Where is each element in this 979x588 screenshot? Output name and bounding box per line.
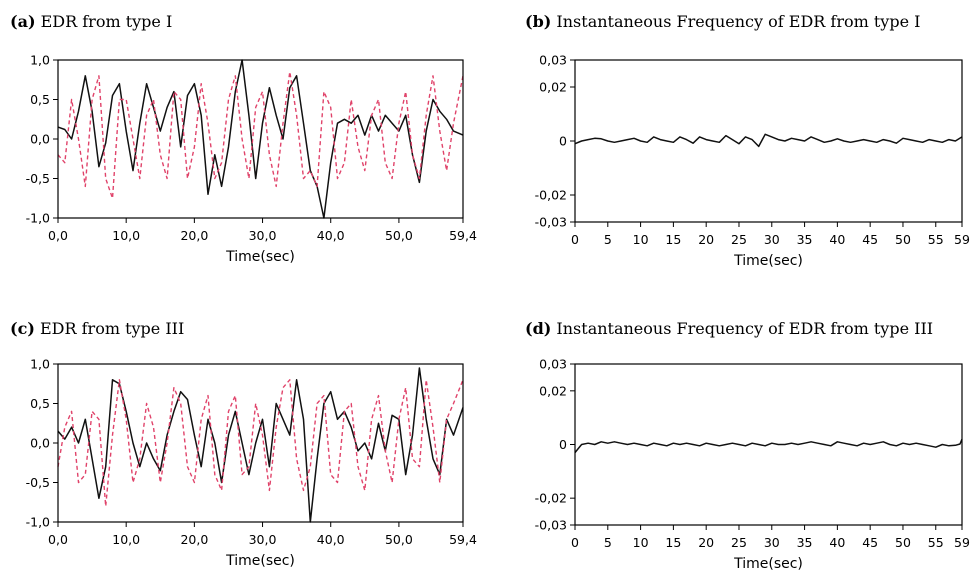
y-tick-label: 0,0	[30, 132, 50, 147]
y-tick-label: -0,5	[26, 475, 50, 490]
y-tick-label: 0,0	[30, 436, 50, 451]
chart-title: Instantaneous Frequency of EDR from type…	[556, 319, 934, 338]
x-tick-label: 35	[797, 535, 813, 550]
y-tick-label: 0,02	[539, 383, 567, 398]
series-line-solid	[574, 133, 963, 148]
x-tick-label: 20	[698, 535, 714, 550]
x-tick-label: 25	[731, 232, 747, 247]
panel-title: (a) EDR from type I	[10, 12, 172, 31]
x-tick-label: 30	[764, 535, 780, 550]
x-tick-label: 20	[698, 232, 714, 247]
y-tick-label: 0,03	[539, 53, 567, 68]
x-tick-label: 40	[829, 232, 845, 247]
x-axis-label: Time(sec)	[733, 253, 803, 269]
x-tick-label: 59,4	[449, 532, 477, 547]
chart-c-svg: 1,0 0,5 0,0 -0,5 -1,0 0,0 10,0 20,0 30,0 40,0 50,0…	[26, 357, 477, 570]
x-tick-label: 10,0	[112, 228, 140, 243]
y-tick-label: -0,02	[535, 188, 567, 203]
chart-title: EDR from type I	[40, 12, 173, 31]
y-tick-label: 1,0	[30, 357, 50, 372]
x-tick-label: 20,0	[180, 228, 208, 243]
x-tick-label: 40	[829, 535, 845, 550]
x-tick-label: 59	[954, 535, 970, 550]
series-line-dashed	[57, 71, 464, 200]
x-axis-label: Time(sec)	[733, 556, 803, 572]
y-tick-label: 0,02	[539, 80, 567, 95]
plot-frame	[574, 59, 963, 223]
x-tick-label: 40,0	[317, 532, 345, 547]
x-tick-label: 5	[604, 535, 612, 550]
x-tick-label: 30,0	[249, 228, 277, 243]
y-tick-label: -0,02	[535, 491, 567, 506]
panel-title: (b) Instantaneous Frequency of EDR from …	[525, 12, 920, 31]
y-tick-label: -0,5	[26, 171, 50, 186]
panel-letter: (c)	[10, 319, 35, 338]
y-tick-label: 0,03	[539, 357, 567, 372]
x-tick-label: 5	[604, 232, 612, 247]
y-tick-label: 0,5	[30, 396, 50, 411]
x-tick-label: 20,0	[180, 532, 208, 547]
chart-b-svg: 0,03 0,02 0 -0,02 -0,03 0 5 10 15 20 25 30 35 40 45 50 5…	[535, 53, 970, 270]
x-tick-label: 35	[797, 232, 813, 247]
y-tick-label: -1,0	[26, 211, 50, 226]
x-tick-label: 25	[731, 535, 747, 550]
y-tick-label: 1,0	[30, 53, 50, 68]
x-tick-label: 10	[633, 535, 649, 550]
series-line-solid	[57, 59, 464, 219]
y-tick-label: -1,0	[26, 515, 50, 530]
x-tick-label: 0	[571, 535, 579, 550]
x-tick-label: 50	[895, 535, 911, 550]
x-tick-label: 40,0	[317, 228, 345, 243]
x-tick-label: 0,0	[48, 532, 68, 547]
x-tick-label: 30	[764, 232, 780, 247]
x-tick-label: 0	[571, 232, 579, 247]
x-axis-label: Time(sec)	[225, 249, 295, 265]
x-axis-label: Time(sec)	[225, 553, 295, 569]
y-tick-label: -0,03	[535, 518, 567, 533]
panel-d: (d) Instantaneous Frequency of EDR from …	[490, 294, 979, 588]
x-tick-label: 0,0	[48, 228, 68, 243]
y-tick-label: 0,5	[30, 92, 50, 107]
x-tick-label: 15	[665, 232, 681, 247]
panel-a: (a) EDR from type I 1,0 0,5 0,0 -0,5 -1,0 0,0…	[0, 0, 490, 294]
x-tick-label: 59	[954, 232, 970, 247]
x-tick-label: 50,0	[385, 532, 413, 547]
y-tick-label: -0,03	[535, 215, 567, 230]
panel-letter: (d)	[525, 319, 552, 338]
chart-a-svg: 1,0 0,5 0,0 -0,5 -1,0 0,0 10,0 20,0 30,0 40,0 50,0…	[26, 53, 477, 266]
series-line-solid	[574, 438, 963, 454]
panel-letter: (a)	[10, 12, 36, 31]
x-tick-label: 10,0	[112, 532, 140, 547]
x-tick-label: 45	[862, 535, 878, 550]
x-tick-label: 50	[895, 232, 911, 247]
x-tick-label: 45	[862, 232, 878, 247]
x-tick-label: 59,4	[449, 228, 477, 243]
x-tick-label: 15	[665, 535, 681, 550]
x-tick-label: 55	[928, 535, 944, 550]
x-tick-label: 55	[928, 232, 944, 247]
panel-title: (c) EDR from type III	[10, 319, 184, 338]
chart-title: EDR from type III	[39, 319, 185, 338]
panel-title: (d) Instantaneous Frequency of EDR from …	[525, 319, 933, 338]
panel-letter: (b)	[525, 12, 552, 31]
x-tick-label: 10	[633, 232, 649, 247]
series-line-dashed	[57, 379, 464, 507]
chart-title: Instantaneous Frequency of EDR from type…	[556, 12, 921, 31]
chart-d-svg: 0,03 0,02 0 -0,02 -0,03 0 5 10 15 20 25 30 35 40 45 50 5…	[535, 357, 970, 573]
y-tick-label: 0	[559, 134, 567, 149]
y-tick-label: 0	[559, 437, 567, 452]
panel-c: (c) EDR from type III 1,0 0,5 0,0 -0,5 -1,0 0…	[0, 294, 490, 588]
series-line-solid	[57, 367, 464, 523]
panel-b: (b) Instantaneous Frequency of EDR from …	[490, 0, 979, 294]
x-tick-label: 50,0	[385, 228, 413, 243]
x-tick-label: 30,0	[249, 532, 277, 547]
